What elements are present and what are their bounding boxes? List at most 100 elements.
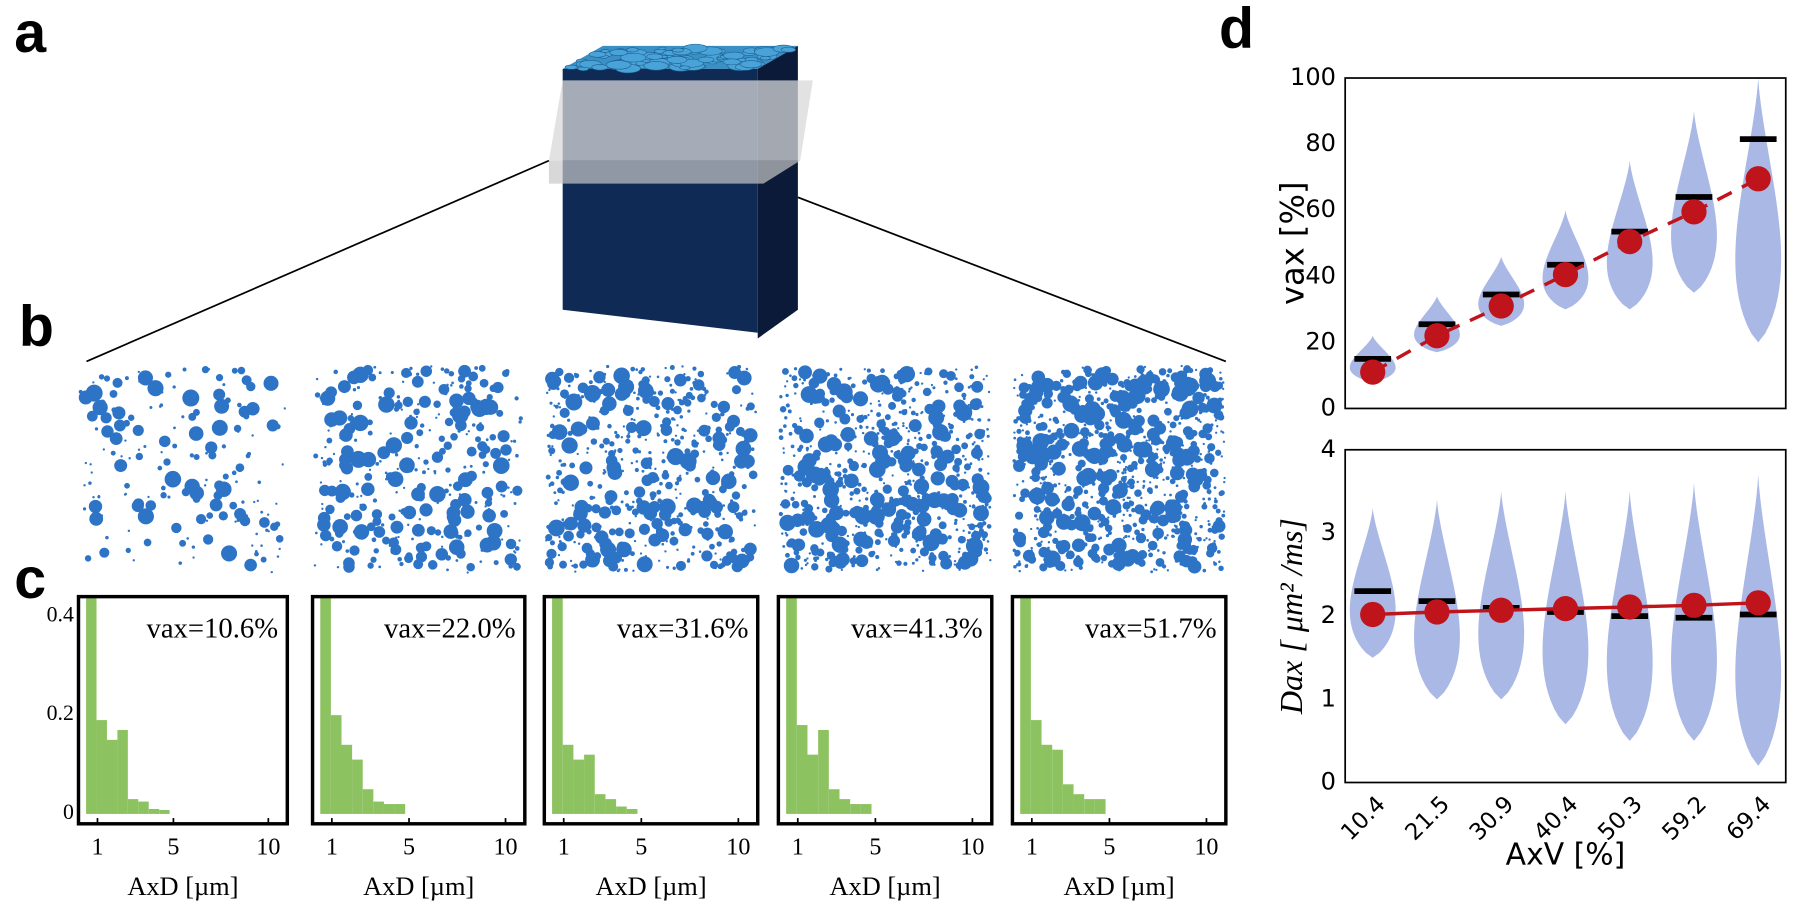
dot [1617,594,1643,620]
axon [1216,381,1219,384]
violin [1542,210,1589,310]
axon [840,390,854,404]
x-axis-label: AxD [µm] [363,871,474,901]
axon [1187,444,1200,458]
axon [545,391,549,395]
axon [235,428,238,431]
axon [685,376,691,382]
axon [1080,379,1084,383]
axon [799,428,814,444]
axon [844,473,859,489]
axon [635,368,639,371]
axon [602,471,606,475]
axon [78,389,83,394]
axon [1157,439,1163,445]
axon [1155,476,1159,480]
axon [938,521,947,530]
axon [559,560,568,569]
axon [714,510,722,518]
plot-frame [542,594,760,826]
axon [1012,528,1019,534]
axon [1171,512,1182,523]
axon [1073,556,1084,568]
axon [1047,429,1051,433]
axon [1206,543,1218,554]
axon [719,558,722,561]
axon [1211,525,1214,529]
axon [634,467,639,473]
axon [329,424,332,428]
axon [214,398,230,414]
axon [1140,496,1143,500]
axon [914,381,920,387]
axon [981,517,985,522]
axon [792,491,796,494]
axon [1201,503,1208,510]
axon [641,469,644,473]
axon [1014,551,1020,557]
axon [90,471,93,474]
axon [1038,546,1050,558]
axon [674,434,678,437]
axon [1134,421,1141,428]
axon [906,442,910,446]
x-tick-label: 21.5 [1400,791,1455,846]
y-tick-label: 0.2 [47,701,74,725]
axon [352,414,369,432]
axon [132,498,145,510]
axon [375,462,380,466]
axon [427,560,438,570]
axon [711,412,721,422]
axon [669,388,675,394]
x-tick-label: 5 [635,835,647,861]
axon [1080,467,1097,485]
y-tick-label: 60 [1305,195,1336,223]
axon [786,540,794,548]
axon [1194,368,1198,372]
axon [319,481,323,484]
axon [635,497,643,505]
axon [720,411,725,417]
axon [218,511,228,521]
axon [945,370,956,381]
axon [1116,415,1119,418]
axon [588,380,593,385]
axon [702,450,706,453]
axon [1157,514,1170,527]
dot [1424,323,1450,349]
cylinder-top [591,64,609,71]
axon [797,482,803,487]
axon [721,555,733,566]
axon [1170,372,1181,383]
axon [694,378,697,381]
axon [779,406,787,413]
axon [1078,438,1089,449]
axon [599,405,610,416]
axon [88,499,103,514]
axon [441,535,444,539]
axon [900,399,907,405]
axon [1183,503,1190,510]
axon [806,390,818,403]
axon [743,428,758,443]
axon [434,494,441,501]
axon [411,487,425,502]
axon [656,489,662,495]
axon [940,557,953,570]
axon [1080,427,1090,437]
axon [1018,569,1021,573]
axon [899,547,904,553]
axon [926,537,930,541]
axon [411,537,414,541]
axon [959,411,963,416]
axon [630,417,634,421]
axon [874,489,879,494]
axon [135,452,144,461]
axon [239,515,251,527]
axon [1029,404,1035,411]
axon [1196,537,1199,540]
axon [440,545,444,548]
axon [710,469,715,473]
axon [1065,554,1068,557]
axon [1069,498,1073,501]
